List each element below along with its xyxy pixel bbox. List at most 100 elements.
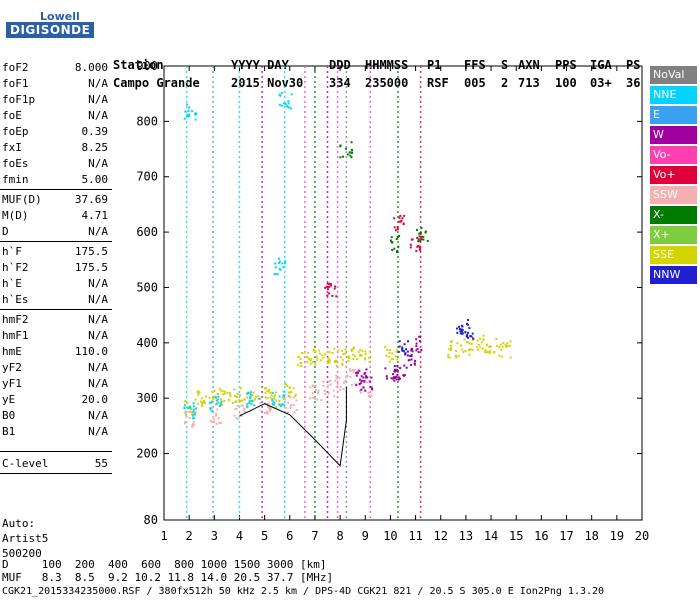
legend-item: NNW [650,266,697,284]
echo-point [195,407,198,410]
echo-point [290,390,293,393]
echo-point [476,339,479,342]
legend-item: X- [650,206,697,224]
echo-point [417,238,420,241]
echo-point [397,378,400,381]
param-row: D N/A [0,225,110,240]
echo-point [249,395,252,398]
echo-point [268,402,271,405]
echo-point [218,387,221,390]
param-name: fxI [2,141,22,154]
param-value: N/A [88,77,108,90]
echo-point [455,356,458,359]
echo-point [500,348,503,351]
echo-point [220,401,223,404]
parameter-panel: foF2 8.000 foF1 N/A foF1p N/A foE N/A foEp 0.39 fx… [0,0,112,530]
echo-point [231,402,234,405]
echo-point [268,409,271,412]
echo-point [350,148,353,151]
echo-point [471,348,474,351]
echo-point [415,338,418,341]
echo-point [335,364,338,367]
logo-digisonde: DIGISONDE [6,22,95,38]
echo-point [217,417,220,420]
echo-point [334,379,337,382]
echo-point [371,388,374,391]
echo-point [343,381,346,384]
param-row: foEp 0.39 [0,125,110,140]
echo-point [364,353,367,356]
echo-point [244,410,247,413]
echo-point [236,392,239,395]
echo-point [306,355,309,358]
echo-point [456,331,459,334]
echo-point [499,343,502,346]
echo-point [352,368,355,371]
echo-point [274,391,277,394]
echo-point [216,402,219,405]
echo-point [347,359,350,362]
echo-point [297,364,300,367]
echo-point [197,402,200,405]
echo-point [204,395,207,398]
param-name: foEp [2,125,29,138]
param-name: D [2,225,9,238]
echo-point [185,413,188,416]
echo-point [384,367,387,370]
echo-point [300,365,303,368]
echo-point [197,390,200,393]
echo-point [447,353,450,356]
echo-point [476,345,479,348]
param-name: B1 [2,425,16,438]
echo-point [388,360,391,363]
echo-point [335,385,338,388]
echo-point [311,360,314,363]
echo-point [459,344,462,347]
echo-point [281,403,284,406]
echo-point [342,155,345,158]
echo-point [391,352,394,355]
param-name: yF1 [2,377,22,390]
echo-point [322,380,325,383]
echo-point [395,378,398,381]
echo-point [407,340,410,343]
param-row: yE 20.0 [0,393,110,408]
echo-point [348,151,351,154]
echo-point [263,411,266,414]
param-row: B0 N/A [0,409,110,424]
y-tick-label: 500 [136,280,158,294]
echo-point [191,110,194,113]
echo-point [306,360,309,363]
echo-point [193,113,196,116]
echo-point [468,348,471,351]
echo-point [329,282,332,285]
echo-point [267,390,270,393]
echo-point [189,406,192,409]
echo-point [327,380,330,383]
footer-muf-row: MUF 8.3 8.5 9.2 10.2 11.8 14.0 20.5 37.7… [2,571,334,584]
echo-point [213,396,216,399]
param-value: N/A [88,361,108,374]
echo-point [211,390,214,393]
echo-point [275,399,278,402]
echo-point [208,396,211,399]
echo-point [209,420,212,423]
separator-line [0,473,112,474]
echo-point [233,414,236,417]
x-tick-label: 19 [610,529,624,543]
echo-point [399,220,402,223]
footer-file-info: CGK21_2015334235000.RSF / 380fx512h 50 k… [2,586,605,597]
echo-point [236,396,239,399]
echo-point [395,375,398,378]
echo-point [391,358,394,361]
echo-point [239,413,242,416]
echo-point [457,355,460,358]
param-value: 20.0 [81,393,109,406]
echo-point [460,328,463,331]
echo-point [278,93,281,96]
echo-point [461,325,464,328]
echo-point [485,343,488,346]
echo-point [419,240,422,243]
echo-point [389,239,392,242]
header-pps: PPS 100 [555,58,577,90]
